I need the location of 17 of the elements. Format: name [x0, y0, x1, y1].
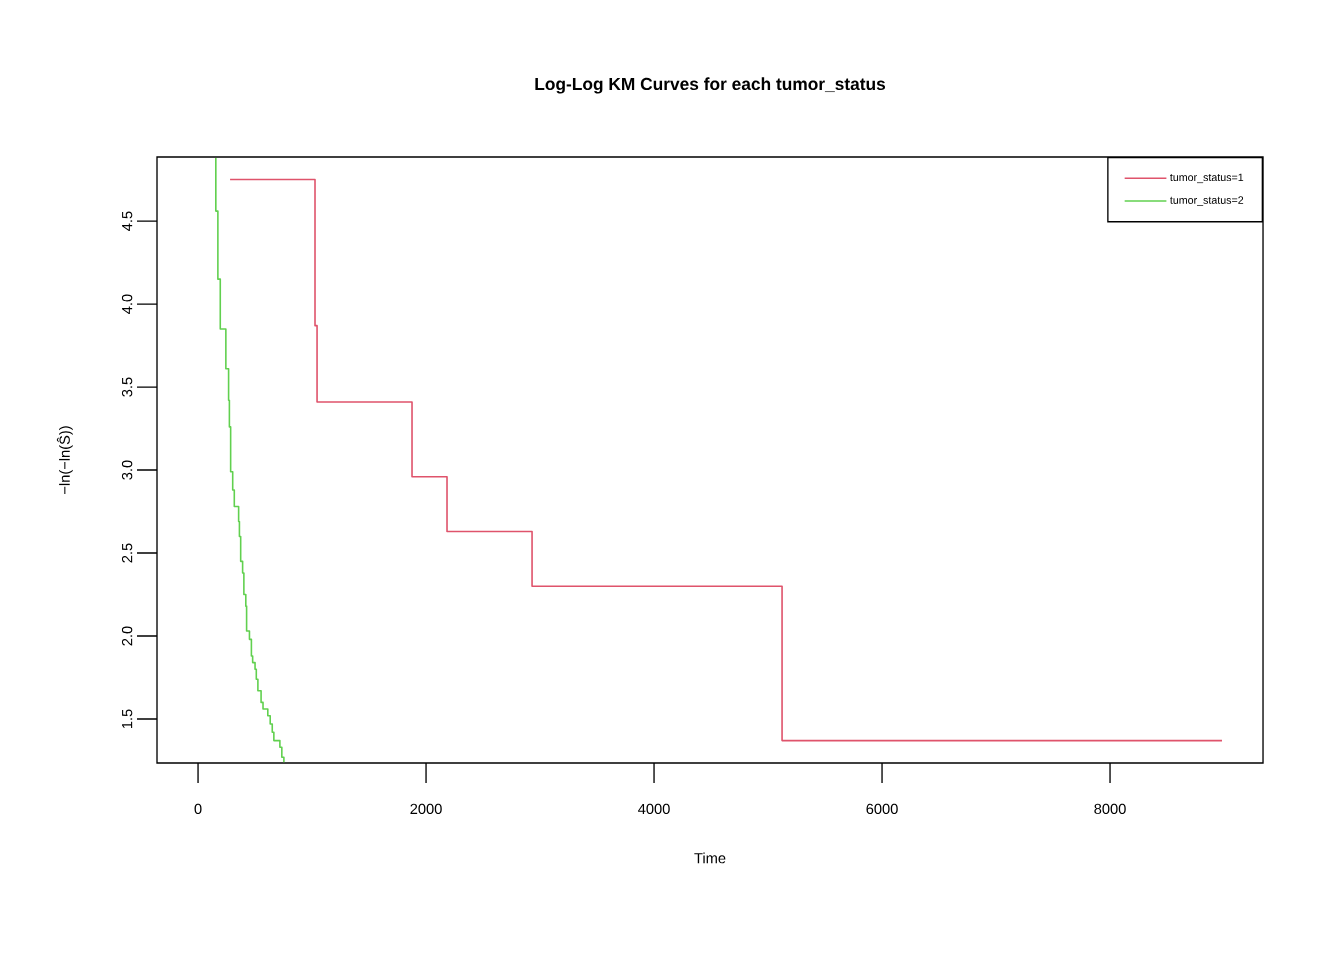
- y-tick-label: 4.5: [122, 211, 133, 231]
- y-tick-label: 3.5: [121, 377, 133, 397]
- x-tick-label: 6000: [866, 803, 898, 815]
- x-tick-label: 0: [194, 803, 202, 815]
- x-tick-label: 2000: [410, 803, 442, 815]
- legend-label: tumor_status=2: [1170, 196, 1244, 206]
- x-axis-title: Time: [694, 852, 726, 864]
- y-tick-label: 1.5: [122, 709, 133, 729]
- x-tick-label: 4000: [638, 803, 670, 815]
- y-tick-label: 2.0: [121, 626, 133, 646]
- chart-title: Log-Log KM Curves for each tumor_status: [535, 77, 886, 94]
- legend-label: tumor_status=1: [1170, 173, 1244, 184]
- x-tick-label: 8000: [1094, 803, 1126, 815]
- y-axis-title: −ln(−ln(Ŝ)): [56, 426, 73, 494]
- y-tick-label: 3.0: [121, 460, 133, 480]
- y-tick-label: 2.5: [121, 543, 133, 563]
- y-tick-label: 4.0: [121, 294, 133, 314]
